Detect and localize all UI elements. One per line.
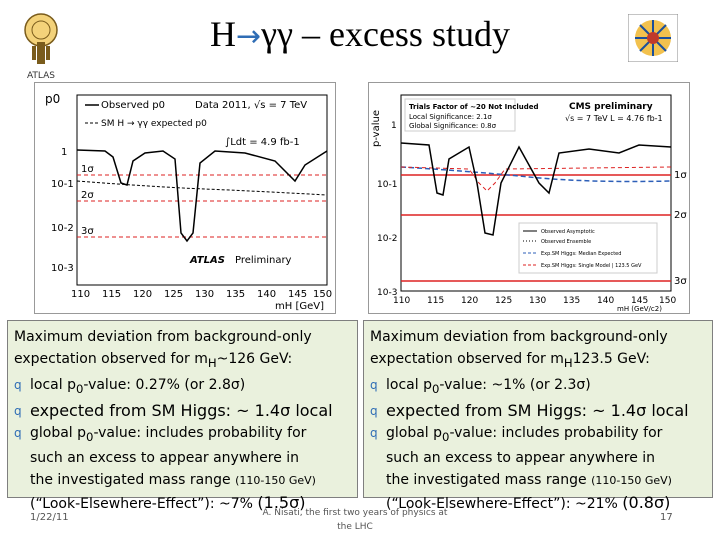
x-tick: 130	[195, 289, 214, 300]
sigma-label: 3σ	[674, 276, 687, 287]
sigma-label: 1σ	[81, 164, 94, 175]
energy-label: √s = 7 TeV L = 4.76 fb-1	[565, 114, 663, 123]
x-tick: 115	[102, 289, 121, 300]
bullet-item: q expected from SM Higgs: ~ 1.4σ local	[370, 400, 689, 420]
y-tick: 10-2	[377, 234, 397, 244]
y-axis-label: p0	[45, 92, 60, 106]
x-tick: 150	[659, 296, 676, 306]
y-tick: 10-3	[51, 263, 74, 274]
x-tick: 145	[288, 289, 307, 300]
bullet-icon: q	[14, 377, 22, 392]
x-tick: 145	[631, 296, 648, 306]
svg-text:ATLAS: ATLAS	[27, 71, 55, 81]
global-significance-text: Global Significance: 0.8σ	[409, 122, 497, 130]
atlas-logo: ATLAS	[24, 13, 58, 81]
bullet-item: q expected from SM Higgs: ~ 1.4σ local	[14, 400, 333, 420]
bullet-item: q local p0-value: 0.27% (or 2.8σ)	[14, 374, 351, 400]
x-tick: 125	[164, 289, 183, 300]
cms-label: CMS preliminary	[569, 102, 653, 112]
legend-observed: Observed p0	[101, 100, 165, 111]
key-item: Exp.SM Higgs: Median Expected	[541, 251, 621, 257]
preliminary-label: Preliminary	[235, 255, 292, 266]
x-tick: 120	[133, 289, 152, 300]
cms-logo	[628, 14, 678, 62]
x-ticks: 110 115 120 125 130 135 140 145 150	[71, 289, 332, 300]
footer-center: A. Nisati, the first two years of physic…	[262, 508, 448, 532]
y-tick: 10-1	[377, 180, 397, 190]
x-tick: 125	[495, 296, 512, 306]
x-tick: 140	[257, 289, 276, 300]
y-axis-label: p-value	[371, 110, 382, 147]
bullet-icon: q	[370, 403, 378, 418]
bullet-icon: q	[370, 425, 378, 440]
atlas-label: ATLAS	[189, 255, 225, 266]
key-item: Observed Asymptotic	[541, 229, 595, 235]
sigma-label: 2σ	[674, 210, 687, 221]
lumi-label: ∫Ldt = 4.9 fb-1	[225, 137, 300, 148]
key-item: Observed Ensemble	[541, 239, 591, 245]
x-tick: 140	[597, 296, 614, 306]
right-arrow-icon: →	[236, 19, 262, 54]
x-tick: 130	[529, 296, 546, 306]
bullet-icon: q	[14, 425, 22, 440]
x-tick: 150	[313, 289, 332, 300]
data-label: Data 2011, √s = 7 TeV	[195, 100, 307, 111]
x-tick: 120	[461, 296, 478, 306]
x-tick: 115	[427, 296, 444, 306]
y-tick: 10-2	[51, 223, 74, 234]
slide-title: H→γγ – excess study	[210, 14, 510, 54]
footer-date: 1/22/11	[30, 512, 69, 523]
y-tick: 10-1	[51, 179, 74, 190]
bullet-icon: q	[370, 377, 378, 392]
atlas-p0-plot: p0 1 10-1 10-2 10-3 1σ 2σ 3σ Observed p0…	[34, 82, 336, 314]
bullet-item: q global p0-value: includes probability f…	[370, 422, 706, 448]
cms-summary-box: Maximum deviation from background-only e…	[363, 320, 713, 512]
x-tick: 135	[226, 289, 245, 300]
page-number: 17	[660, 512, 673, 523]
bullet-item: q local p0-value: ~1% (or 2.3σ)	[370, 374, 706, 400]
x-axis-label: mH [GeV]	[275, 301, 324, 312]
x-tick: 110	[393, 296, 410, 306]
sigma-label: 1σ	[674, 170, 687, 181]
cms-pvalue-plot: p-value 1 10-1 10-2 10-3 1σ 2σ 3σ Trials…	[368, 82, 690, 314]
y-tick: 1	[391, 121, 397, 131]
x-tick: 135	[563, 296, 580, 306]
atlas-summary-box: Maximum deviation from background-only e…	[7, 320, 358, 512]
sigma-label: 3σ	[81, 226, 94, 237]
local-significance-text: Local Significance: 2.1σ	[409, 113, 492, 121]
sigma-label: 2σ	[81, 190, 94, 201]
bullet-icon: q	[14, 403, 22, 418]
trials-factor-text: Trials Factor of ~20 Not Included	[409, 103, 539, 111]
legend-expected: SM H → γγ expected p0	[101, 119, 207, 129]
key-item: Exp.SM Higgs: Single Model | 123.5 GeV	[541, 263, 642, 269]
bullet-item: q global p0-value: includes probability f…	[14, 422, 351, 448]
y-tick: 1	[61, 147, 67, 158]
y-tick: 10-3	[377, 288, 397, 298]
x-axis-label: mH (GeV/c2)	[617, 305, 662, 313]
x-tick: 110	[71, 289, 90, 300]
